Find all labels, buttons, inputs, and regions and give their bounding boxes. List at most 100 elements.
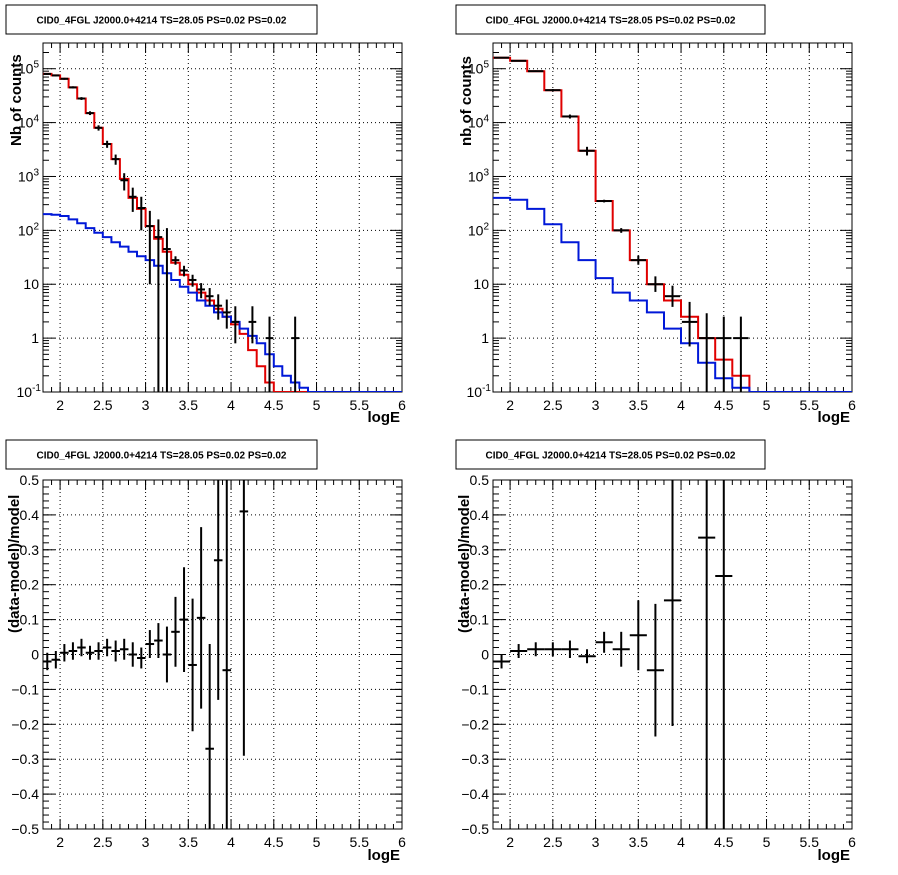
x-tick-label: 5 — [313, 834, 321, 850]
y-tick-label: 0.1 — [20, 612, 40, 628]
data-point — [681, 301, 698, 347]
data-layer — [43, 72, 402, 392]
y-tick-label: 104 — [18, 114, 40, 131]
y-tick-label: 0.4 — [20, 507, 40, 523]
data-point — [545, 89, 561, 92]
x-tick-label: 4 — [227, 834, 235, 850]
data-point — [43, 652, 52, 671]
x-tick-label: 5.5 — [350, 397, 370, 413]
y-tick-label: 1 — [481, 330, 489, 346]
y-tick-label: −0.4 — [11, 786, 39, 802]
x-tick-label: 3 — [592, 834, 600, 850]
chart-panel-3: 2 2.5 3 3.5 4 4.5 5 5.5 6 −0.5 −0.4 −0.3 −0.2 −0.1 0 0.… — [5, 439, 406, 864]
x-tick-label: 4.5 — [264, 834, 284, 850]
x-tick-label: 4 — [677, 397, 685, 413]
data-point — [715, 480, 733, 829]
y-tick-label: −0.4 — [461, 786, 489, 802]
total-model-step-line — [493, 56, 852, 392]
y-tick-label: 10 — [23, 276, 39, 292]
data-point — [43, 72, 52, 75]
data-point — [493, 56, 510, 59]
data-point — [222, 299, 231, 329]
data-point — [630, 255, 647, 265]
x-tick-label: 2.5 — [93, 397, 113, 413]
y-tick-label: 0.5 — [20, 472, 40, 488]
x-axis-title: logE — [368, 847, 401, 864]
data-point — [544, 642, 562, 657]
x-tick-label: 2 — [506, 834, 514, 850]
y-tick-label: 0 — [31, 647, 39, 663]
x-tick-label: 5 — [763, 397, 771, 413]
x-tick-label: 4.5 — [714, 397, 734, 413]
chart-panel-4: 2 2.5 3 3.5 4 4.5 5 5.5 6 −0.5 −0.4 −0.3 −0.2 −0.1 0 0.… — [455, 439, 856, 864]
data-point — [51, 74, 60, 77]
data-layer — [43, 480, 249, 829]
y-tick-label: −0.2 — [461, 716, 489, 732]
data-point — [86, 111, 94, 116]
data-point — [60, 77, 69, 80]
data-point — [163, 228, 171, 392]
data-point — [94, 642, 103, 660]
data-layer — [493, 480, 733, 829]
x-tick-label: 2 — [56, 834, 64, 850]
chart-panel-2: 2 2.5 3 3.5 4 4.5 5 5.5 6 10-1 1 10 102 103 104 105 logE… — [455, 4, 856, 426]
y-tick-label: 103 — [468, 167, 490, 184]
y-tick-label: 0.5 — [470, 472, 490, 488]
data-point — [510, 59, 527, 62]
y-tick-label: −0.5 — [461, 821, 489, 837]
data-point — [137, 196, 146, 231]
data-point — [239, 480, 249, 756]
data-point — [562, 114, 578, 119]
x-tick-label: 4 — [227, 397, 235, 413]
plot-frame — [42, 479, 403, 830]
y-tick-label: 0.2 — [470, 577, 490, 593]
data-point — [612, 631, 630, 667]
data-point — [111, 640, 120, 662]
title-box — [455, 4, 766, 35]
data-point — [179, 567, 189, 672]
plot-frame — [492, 42, 853, 393]
data-point — [716, 316, 732, 392]
x-tick-label: 5.5 — [800, 397, 820, 413]
y-tick-label: 0.1 — [470, 612, 490, 628]
x-axis-title: logE — [818, 847, 851, 864]
y-tick-label: −0.3 — [11, 751, 39, 767]
data-point — [528, 70, 544, 73]
y-tick-label: 10-1 — [467, 383, 492, 400]
x-tick-label: 6 — [398, 834, 406, 850]
x-tick-label: 4.5 — [714, 834, 734, 850]
y-tick-label: −0.3 — [461, 751, 489, 767]
y-tick-label: 10-1 — [17, 383, 42, 400]
data-point — [578, 649, 596, 664]
data-point — [154, 219, 163, 392]
data-point — [647, 276, 664, 292]
data-point — [77, 97, 86, 100]
y-tick-label: 0.3 — [470, 542, 490, 558]
y-tick-label: 102 — [18, 221, 40, 238]
data-point — [646, 603, 664, 737]
data-point — [561, 640, 579, 658]
chart-title: CID0_4FGL J2000.0+4214 TS=28.05 PS=0.02 … — [37, 16, 287, 27]
data-point — [664, 285, 681, 307]
data-point — [493, 654, 511, 669]
chart-title: CID0_4FGL J2000.0+4214 TS=28.05 PS=0.02 … — [486, 16, 736, 27]
data-point — [222, 480, 232, 829]
x-tick-label: 4.5 — [264, 397, 284, 413]
data-point — [698, 313, 715, 392]
data-point — [68, 642, 78, 660]
x-tick-label: 3.5 — [179, 834, 199, 850]
data-point — [213, 480, 223, 700]
x-tick-label: 3 — [142, 834, 150, 850]
data-point — [214, 294, 223, 320]
data-point — [51, 651, 61, 669]
x-tick-label: 4 — [677, 834, 685, 850]
y-tick-label: 103 — [18, 167, 40, 184]
y-axis-title: nb of counts — [458, 56, 475, 146]
data-point — [120, 173, 129, 191]
component-model-step-line — [493, 196, 852, 392]
chart-title: CID0_4FGL J2000.0+4214 TS=28.05 PS=0.02 … — [37, 451, 287, 462]
x-tick-label: 2 — [506, 397, 514, 413]
data-point — [231, 306, 240, 344]
data-point — [137, 647, 146, 669]
